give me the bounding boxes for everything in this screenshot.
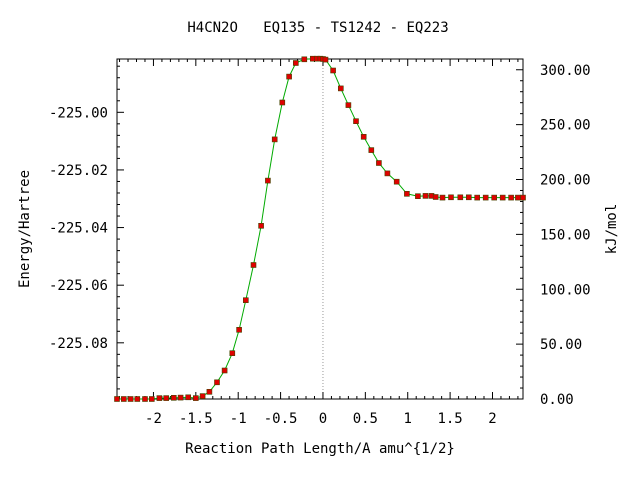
y-axis-label: Energy/Hartree: [17, 170, 33, 288]
data-point: [185, 394, 191, 401]
x-tick-label: 1: [404, 411, 412, 427]
plot-frame: [116, 58, 524, 400]
data-point: [177, 394, 184, 401]
x-tick-label: 1.5: [437, 411, 462, 427]
y-tick-label: -225.02: [49, 163, 108, 179]
y2-axis-label: kJ/mol: [604, 204, 620, 255]
y2-tick-labels: 0.00 50.00 100.00 150.00 200.00 250.00 300.00: [540, 63, 591, 408]
chart-title: H4CN2O EQ135 - TS1242 - EQ223: [187, 20, 448, 36]
energy-series-line: [117, 58, 523, 400]
y2-tick-label: 0.00: [540, 392, 574, 408]
data-point: [206, 388, 213, 395]
y2-tick-label: 200.00: [540, 173, 591, 189]
data-point: [520, 194, 526, 201]
data-point: [384, 170, 391, 177]
y2-tick-label: 50.00: [540, 337, 582, 353]
data-point: [250, 262, 257, 268]
data-point: [127, 396, 134, 402]
data-point: [229, 350, 236, 357]
data-point: [508, 194, 514, 201]
data-point: [376, 160, 382, 166]
data-point: [368, 147, 375, 153]
data-point: [432, 194, 439, 200]
data-point: [457, 194, 464, 201]
data-point: [286, 73, 292, 80]
data-point: [214, 379, 220, 386]
y2-tick-label: 100.00: [540, 282, 591, 298]
x-tick-labels: -2 -1.5 -1 -0.5 0 0.5 1 1.5 2: [145, 411, 497, 427]
y-tick-label: -225.00: [49, 105, 108, 121]
x-tick-label: 0: [319, 411, 327, 427]
data-point: [142, 396, 148, 402]
data-point: [121, 396, 127, 402]
data-point: [337, 85, 344, 92]
data-point: [156, 395, 163, 401]
data-point: [258, 223, 264, 229]
data-point: [404, 191, 410, 197]
x-tick-label: 0.5: [353, 411, 378, 427]
x-axis-label: Reaction Path Length/A amu^{1/2}: [185, 441, 455, 457]
data-point: [330, 67, 336, 74]
data-point: [221, 367, 228, 374]
data-point: [422, 193, 429, 199]
y-tick-label: -225.08: [49, 336, 108, 352]
data-point: [301, 56, 308, 63]
data-point: [515, 194, 521, 201]
data-point: [415, 193, 421, 199]
data-point: [236, 326, 242, 333]
x-tick-label: 2: [488, 411, 496, 427]
x-tick-label: -1: [230, 411, 247, 427]
data-point: [114, 396, 120, 402]
energy-series-points: [114, 55, 526, 402]
axis-ticks: [117, 59, 523, 400]
data-point: [271, 136, 278, 143]
data-point: [193, 395, 199, 401]
data-point: [491, 194, 498, 201]
data-point: [439, 194, 446, 201]
y-tick-label: -225.06: [49, 278, 108, 294]
data-point: [265, 177, 271, 184]
data-point: [345, 102, 352, 108]
data-point: [482, 194, 489, 201]
data-point: [393, 178, 400, 185]
y2-tick-label: 300.00: [540, 63, 591, 79]
y2-tick-label: 250.00: [540, 118, 591, 134]
data-point: [243, 297, 249, 304]
data-point: [149, 396, 155, 402]
data-point: [199, 393, 206, 399]
data-point: [163, 395, 169, 401]
x-tick-label: -2: [145, 411, 162, 427]
data-point: [279, 99, 286, 106]
data-point: [292, 60, 299, 66]
data-point: [322, 56, 329, 63]
data-point: [171, 394, 177, 401]
y-tick-label: -225.04: [49, 221, 108, 237]
data-point: [448, 194, 454, 201]
data-point: [360, 134, 367, 140]
y-tick-labels: -225.08 -225.06 -225.04 -225.02 -225.00: [49, 105, 108, 352]
data-point: [499, 194, 506, 201]
data-point: [134, 396, 141, 402]
y2-tick-label: 150.00: [540, 227, 591, 243]
data-point: [353, 118, 359, 124]
x-tick-label: -0.5: [264, 411, 298, 427]
x-tick-label: -1.5: [179, 411, 213, 427]
data-point: [465, 194, 472, 201]
data-point: [474, 194, 481, 201]
